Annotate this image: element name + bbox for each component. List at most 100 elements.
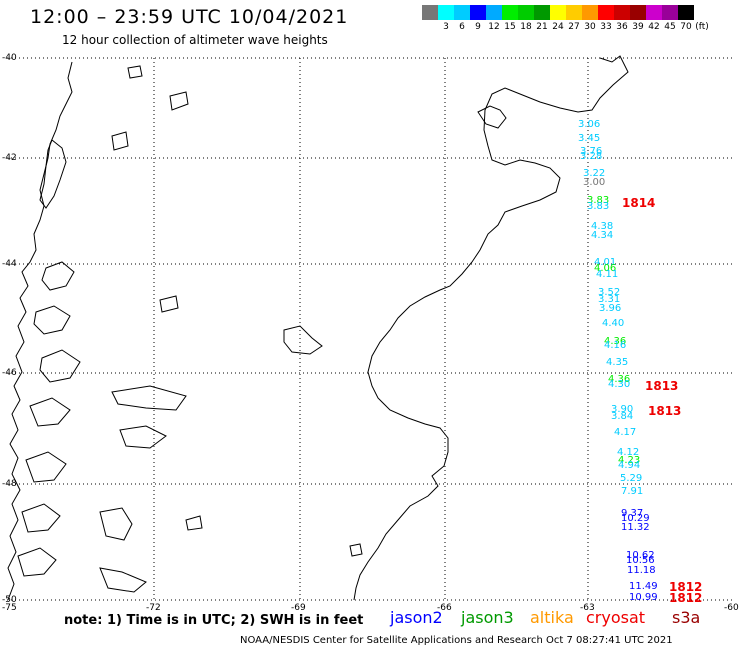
swh-observation: 9.37 xyxy=(621,508,644,519)
swh-observation: 11.32 xyxy=(621,522,650,533)
scale-label: 24 xyxy=(552,22,564,32)
andes-lake-f xyxy=(119,425,167,449)
swh-observation: 3.83 xyxy=(587,195,610,206)
swh-observation: 4.40 xyxy=(602,318,625,329)
map-title: 12:00 – 23:59 UTC 10/04/2021 xyxy=(30,6,349,28)
swh-observation: 3.84 xyxy=(611,411,634,422)
scale-label xyxy=(422,22,438,32)
swh-observation: 3.31 xyxy=(598,294,621,305)
lon-label-63: -63 xyxy=(580,603,595,613)
lon-label-72: -72 xyxy=(146,603,161,613)
lon-label-66: -66 xyxy=(437,603,452,613)
wave-height-color-scale xyxy=(422,5,694,20)
scale-swatch xyxy=(470,5,486,20)
andes-lake-a xyxy=(127,65,143,79)
swh-observation: 10.29 xyxy=(621,513,650,524)
cycle-label: 1814 xyxy=(622,196,656,210)
scale-label: 18 xyxy=(520,22,532,32)
swh-observation: 4.01 xyxy=(594,257,617,268)
lat-lon-grid xyxy=(7,57,732,601)
cycle-label: 1813 xyxy=(645,379,679,393)
satellite-s3a-label: s3a xyxy=(672,608,701,627)
scale-swatch xyxy=(438,5,454,20)
andes-lake-e xyxy=(111,385,187,411)
andes-lake-c xyxy=(111,131,129,151)
cycle-label: 1813 xyxy=(648,404,682,418)
scale-swatch xyxy=(502,5,518,20)
lat-label-48: -48 xyxy=(2,479,17,489)
lon-label-60: -60 xyxy=(724,603,739,613)
swh-observation: 11.18 xyxy=(627,565,656,576)
chiloe-island xyxy=(39,139,67,209)
lake-small-a xyxy=(185,515,203,531)
swh-observation: 4.11 xyxy=(596,269,619,280)
scale-swatch xyxy=(486,5,502,20)
scale-label: 36 xyxy=(616,22,628,32)
chile-archipelago-f xyxy=(21,503,61,533)
scale-swatch xyxy=(598,5,614,20)
chile-archipelago-a xyxy=(41,261,75,291)
scale-swatch xyxy=(518,5,534,20)
wave-height-scale-labels: 3 6 9 12 15 18 21 24 27 30 33 36 39 42 45 70 (ft) xyxy=(422,22,710,32)
swh-observation: 4.94 xyxy=(618,460,641,471)
lake-buenos-aires xyxy=(283,325,323,355)
lon-label-69: -69 xyxy=(291,603,306,613)
cycle-label: 1812 xyxy=(669,591,703,605)
swh-observation: 3.96 xyxy=(599,303,622,314)
valdes-peninsula xyxy=(477,105,507,129)
scale-swatch xyxy=(630,5,646,20)
scale-label: 70 xyxy=(680,22,692,32)
scale-label: 27 xyxy=(568,22,580,32)
andes-lake-g xyxy=(99,507,133,541)
lon-label-75: -75 xyxy=(2,603,17,613)
swh-observation: 10.56 xyxy=(626,555,655,566)
scale-label: 3 xyxy=(443,22,449,32)
argentina-coastline xyxy=(353,55,629,601)
coastlines xyxy=(7,55,629,601)
swh-observation: 4.12 xyxy=(617,447,640,458)
scale-unit: (ft) xyxy=(695,22,709,32)
scale-swatch xyxy=(422,5,438,20)
swh-observation: 10.99 xyxy=(629,592,658,603)
lat-label-42: -42 xyxy=(2,153,17,163)
scale-swatch xyxy=(614,5,630,20)
chile-archipelago-e xyxy=(25,451,67,483)
swh-observation: 11.49 xyxy=(629,581,658,592)
cycle-label: 1812 xyxy=(669,580,703,594)
scale-swatch xyxy=(566,5,582,20)
scale-label: 6 xyxy=(459,22,465,32)
swh-observation: 4.30 xyxy=(608,379,631,390)
swh-observation: 10.62 xyxy=(626,550,655,561)
scale-label: 21 xyxy=(536,22,548,32)
lake-small-b xyxy=(349,543,363,557)
satellite-altika-label: altika xyxy=(530,608,574,627)
swh-observation: 3.45 xyxy=(578,133,601,144)
scale-swatch xyxy=(646,5,662,20)
swh-observation: 4.06 xyxy=(594,263,617,274)
scale-swatch xyxy=(582,5,598,20)
swh-observation: 4.36 xyxy=(604,336,627,347)
swh-observation: 3.28 xyxy=(580,151,603,162)
swh-observation: 3.06 xyxy=(578,119,601,130)
satellite-cryosat-label: cryosat xyxy=(586,608,646,627)
andes-lake-d xyxy=(159,295,179,313)
swh-observation: 4.35 xyxy=(606,357,629,368)
scale-label: 45 xyxy=(664,22,676,32)
scale-label: 15 xyxy=(504,22,516,32)
swh-observation: 3.52 xyxy=(598,287,621,298)
scale-label: 39 xyxy=(632,22,644,32)
swh-observation: 7.91 xyxy=(621,486,644,497)
swh-observation: 4.17 xyxy=(614,427,637,438)
scale-swatch xyxy=(454,5,470,20)
swh-observation: 3.00 xyxy=(583,177,606,188)
lat-label-50: -50 xyxy=(2,595,17,605)
satellite-jason3-label: jason3 xyxy=(461,608,514,627)
swh-observation: 5.29 xyxy=(620,473,643,484)
andes-lake-b xyxy=(169,91,189,111)
scale-swatch xyxy=(678,5,694,20)
scale-label: 33 xyxy=(600,22,612,32)
swh-observation: 3.90 xyxy=(611,404,634,415)
chile-archipelago-b xyxy=(33,305,71,335)
swh-observation: 4.23 xyxy=(618,455,641,466)
